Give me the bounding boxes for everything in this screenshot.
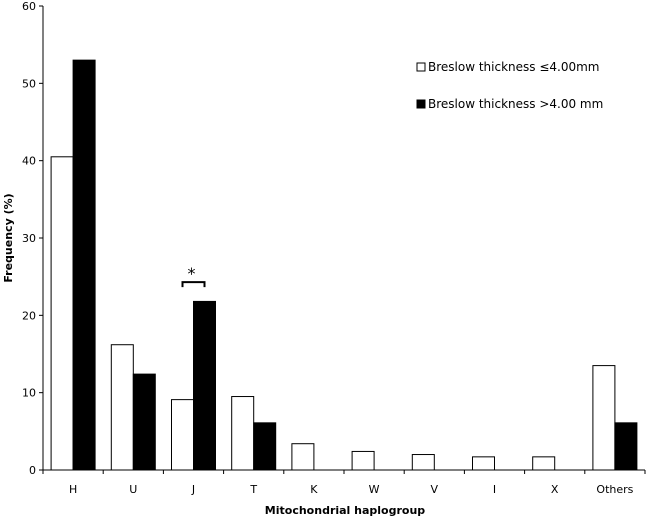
bar-gt4-others — [614, 422, 638, 471]
bar-gt4-j — [193, 300, 216, 471]
bar-le4-t — [231, 396, 255, 471]
bar-le4-k — [291, 443, 315, 471]
y-tick-label: 60 — [22, 0, 36, 13]
legend-label-le4: Breslow thickness ≤4.00mm — [428, 60, 600, 74]
x-tick-label: Others — [596, 483, 633, 496]
legend-swatch-gt4 — [416, 99, 426, 109]
bar-le4-others — [592, 365, 616, 471]
legend: Breslow thickness ≤4.00mm Breslow thickn… — [416, 60, 603, 111]
x-tick-label: W — [369, 483, 380, 496]
y-tick-label: 0 — [29, 464, 36, 477]
bar-le4-h — [50, 156, 74, 471]
x-tick-label: K — [310, 483, 318, 496]
x-tick-label: J — [191, 483, 195, 496]
significance-bracket — [181, 281, 206, 288]
y-ticks-group: 0 10 20 30 40 50 60 — [22, 0, 43, 477]
bar-gt4-h — [72, 59, 96, 471]
legend-label-gt4: Breslow thickness >4.00 mm — [428, 97, 603, 111]
bar-le4-w — [351, 450, 375, 471]
significance-annotation: * — [181, 264, 206, 288]
y-tick-label: 30 — [22, 232, 36, 245]
y-tick-label: 10 — [22, 387, 36, 400]
x-tick-label: U — [129, 483, 137, 496]
bar-le4-x — [532, 456, 556, 471]
y-axis-title: Frequency (%) — [2, 193, 15, 282]
x-tick-label: H — [69, 483, 77, 496]
bar-le4-v — [411, 454, 435, 471]
legend-swatch-le4 — [416, 62, 426, 72]
x-tick-label: T — [249, 483, 257, 496]
bar-le4-i — [472, 456, 495, 471]
x-ticks-group: H U J T K W V I X Others — [42, 470, 646, 496]
x-tick-label: I — [493, 483, 496, 496]
bars-group — [50, 59, 638, 471]
y-tick-label: 40 — [22, 155, 36, 168]
y-tick-label: 20 — [22, 309, 36, 322]
bar-gt4-u — [132, 373, 156, 471]
x-axis-title: Mitochondrial haplogroup — [265, 504, 426, 517]
x-tick-label: V — [431, 483, 439, 496]
significance-asterisk: * — [188, 264, 196, 283]
x-tick-label: X — [551, 483, 559, 496]
bar-gt4-t — [253, 422, 277, 471]
y-tick-label: 50 — [22, 77, 36, 90]
bar-le4-u — [110, 344, 134, 471]
bar-le4-j — [171, 399, 194, 471]
